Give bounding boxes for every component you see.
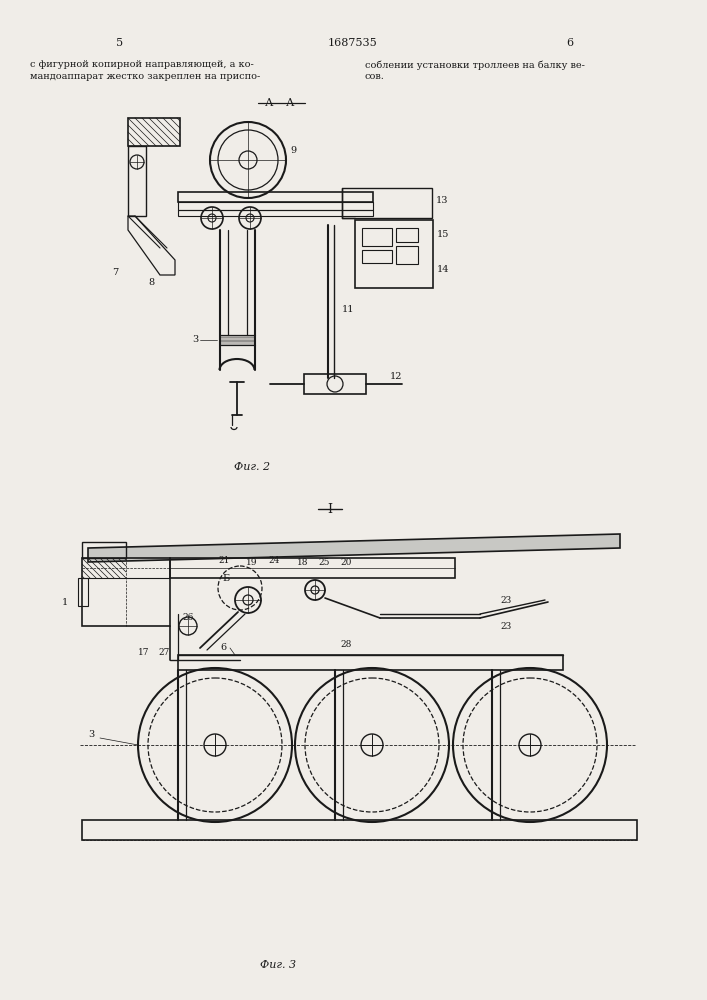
Text: 19: 19 xyxy=(246,558,257,567)
Text: 18: 18 xyxy=(297,558,308,567)
Bar xyxy=(128,118,180,146)
Bar xyxy=(304,374,366,394)
Text: 7: 7 xyxy=(112,268,118,277)
Text: 1: 1 xyxy=(62,598,69,607)
Bar xyxy=(355,220,433,288)
Bar xyxy=(178,202,373,210)
Bar xyxy=(128,146,146,216)
Bar xyxy=(396,246,418,264)
Text: 28: 28 xyxy=(340,640,351,649)
Text: Б: Б xyxy=(222,574,229,583)
Text: 3: 3 xyxy=(88,730,94,739)
Text: 6: 6 xyxy=(220,643,226,652)
Text: Фиг. 2: Фиг. 2 xyxy=(234,462,270,472)
Bar xyxy=(342,188,432,218)
Bar xyxy=(170,558,455,578)
Text: 23: 23 xyxy=(500,596,511,605)
Text: 14: 14 xyxy=(437,265,450,274)
Text: соблении установки троллеев на балку ве-: соблении установки троллеев на балку ве- xyxy=(365,60,585,70)
Text: сов.: сов. xyxy=(365,72,385,81)
Polygon shape xyxy=(88,534,620,562)
Bar xyxy=(362,228,392,246)
Text: 6: 6 xyxy=(566,38,573,48)
Text: 5: 5 xyxy=(117,38,124,48)
Text: 26: 26 xyxy=(182,613,194,622)
Text: 1687535: 1687535 xyxy=(328,38,378,48)
Text: 13: 13 xyxy=(436,196,448,205)
Text: 3: 3 xyxy=(192,335,198,344)
Text: I: I xyxy=(327,503,332,516)
Text: мандоаппарат жестко закреплен на приспо-: мандоаппарат жестко закреплен на приспо- xyxy=(30,72,260,81)
Text: 24: 24 xyxy=(268,556,279,565)
Bar xyxy=(82,542,126,558)
Text: 23: 23 xyxy=(500,622,511,631)
Bar xyxy=(362,250,392,263)
Bar xyxy=(178,210,373,216)
Bar xyxy=(396,228,418,242)
Bar xyxy=(82,558,170,626)
Text: 9: 9 xyxy=(290,146,296,155)
Text: Фиг. 3: Фиг. 3 xyxy=(260,960,296,970)
Text: 27: 27 xyxy=(158,648,170,657)
Text: 17: 17 xyxy=(138,648,149,657)
Text: 12: 12 xyxy=(390,372,402,381)
Text: А – А: А – А xyxy=(265,98,295,108)
Text: 8: 8 xyxy=(148,278,154,287)
Bar xyxy=(82,820,637,840)
Text: 15: 15 xyxy=(437,230,450,239)
Text: 25: 25 xyxy=(318,558,329,567)
Bar xyxy=(178,655,563,670)
Text: с фигурной копирной направляющей, а ко-: с фигурной копирной направляющей, а ко- xyxy=(30,60,254,69)
Text: 21: 21 xyxy=(218,556,229,565)
Text: 11: 11 xyxy=(342,305,354,314)
Bar xyxy=(78,578,88,606)
Text: 20: 20 xyxy=(340,558,351,567)
Bar xyxy=(178,192,373,202)
